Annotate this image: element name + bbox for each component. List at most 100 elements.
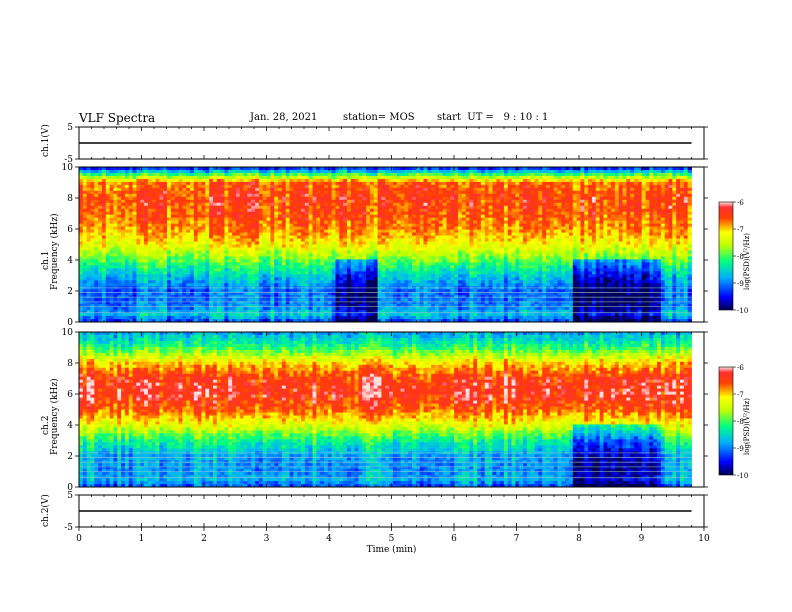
spectrogram-cell (163, 256, 168, 260)
spectrogram-cell (159, 250, 164, 254)
spectrogram-cell (79, 304, 84, 308)
spectrogram-cell (389, 292, 394, 296)
spectrogram-cell (389, 313, 394, 317)
spectrogram-cell (331, 226, 336, 230)
spectrogram-cell (159, 181, 164, 186)
spectrogram-cell (201, 307, 206, 311)
spectrogram-cell (109, 181, 114, 186)
spectrogram-cell (140, 310, 145, 314)
spectrogram-cell (389, 190, 394, 195)
spectrogram-cell (373, 232, 378, 236)
spectrogram-cell (82, 256, 88, 260)
spectrogram-cell (82, 220, 88, 225)
spectrogram-cell (408, 202, 413, 207)
spectrogram-cell (144, 214, 149, 219)
spectrogram-cell (362, 307, 367, 311)
spectrogram-cell (308, 211, 313, 216)
spectrogram-cell (258, 280, 264, 284)
spectrogram-cell (381, 187, 386, 192)
spectrogram-cell (128, 289, 133, 293)
spectrogram-cell (224, 238, 229, 242)
spectrogram-cell (105, 298, 111, 302)
spectrogram-cell (82, 214, 88, 219)
spectrogram-cell (331, 196, 336, 201)
spectrogram-cell (412, 217, 417, 222)
spectrogram-cell (366, 301, 371, 305)
spectrogram-cell (212, 229, 218, 233)
spectrogram-cell (354, 316, 359, 320)
spectrogram-cell (209, 184, 214, 189)
spectrogram-cell (128, 220, 133, 225)
spectrogram-cell (431, 289, 436, 293)
spectrogram-cell (144, 289, 149, 293)
spectrogram-cell (197, 208, 202, 213)
spectrogram-cell (262, 256, 267, 260)
spectrogram-cell (346, 217, 352, 222)
spectrogram-cell (247, 301, 252, 305)
spectrogram-cell (274, 310, 279, 314)
spectrogram-cell (105, 307, 111, 311)
spectrogram-cell (285, 244, 290, 248)
spectrogram-cell (128, 226, 133, 230)
spectrogram-cell (174, 301, 179, 305)
spectrogram-cell (101, 208, 107, 213)
spectrogram-cell (147, 226, 153, 230)
spectrogram-cell (132, 193, 137, 198)
spectrogram-cell (220, 292, 225, 296)
spectrogram-cell (151, 238, 156, 242)
spectrogram-cell (155, 280, 160, 284)
spectrogram-cell (373, 202, 378, 207)
spectrogram-cell (251, 256, 256, 260)
spectrogram-cell (258, 238, 264, 242)
spectrogram-cell (124, 172, 130, 177)
spectrogram-cell (346, 268, 352, 272)
spectrogram-cell (190, 232, 195, 236)
spectrogram-cell (159, 229, 164, 233)
spectrogram-cell (408, 277, 413, 281)
spectrogram-cell (350, 313, 356, 317)
spectrogram-cell (98, 202, 103, 207)
spectrogram-cell (124, 310, 130, 314)
spectrogram-cell (128, 232, 133, 236)
spectrogram-cell (178, 202, 183, 207)
spectrogram-cell (113, 289, 118, 293)
spectrogram-cell (423, 316, 428, 320)
spectrogram-cell (155, 202, 160, 207)
spectrogram-cell (404, 310, 409, 314)
spectrogram-cell (251, 232, 256, 236)
spectrogram-cell (335, 167, 340, 171)
spectrogram-cell (396, 167, 401, 171)
spectrogram-cell (155, 259, 160, 263)
spectrogram-cell (193, 175, 199, 180)
spectrogram-cell (235, 175, 241, 180)
spectrogram-cell (121, 313, 126, 317)
spectrogram-cell (369, 229, 375, 233)
spectrogram-cell (435, 232, 440, 236)
spectrogram-cell (170, 253, 176, 257)
spectrogram-cell (301, 235, 306, 239)
spectrogram-cell (174, 304, 179, 308)
spectrogram-cell (182, 289, 187, 293)
spectrogram-cell (438, 196, 444, 201)
spectrogram-cell (167, 190, 172, 195)
spectrogram-cell (381, 214, 386, 219)
spectrogram-cell (163, 196, 168, 201)
spectrogram-cell (281, 232, 287, 236)
spectrogram-cell (262, 289, 267, 293)
spectrogram-cell (140, 313, 145, 317)
spectrogram-cell (274, 232, 279, 236)
spectrogram-cell (373, 268, 378, 272)
spectrogram-cell (197, 211, 202, 216)
spectrogram-cell (197, 310, 202, 314)
spectrogram-cell (178, 235, 183, 239)
spectrogram-cell (312, 169, 317, 174)
spectrogram-cell (109, 217, 114, 222)
spectrogram-cell (327, 217, 333, 222)
spectrogram-cell (113, 244, 118, 248)
spectrogram-cell (105, 217, 111, 222)
spectrogram-cell (201, 214, 206, 219)
spectrogram-cell (335, 193, 340, 198)
spectrogram-cell (121, 310, 126, 314)
spectrogram-cell (186, 313, 191, 317)
